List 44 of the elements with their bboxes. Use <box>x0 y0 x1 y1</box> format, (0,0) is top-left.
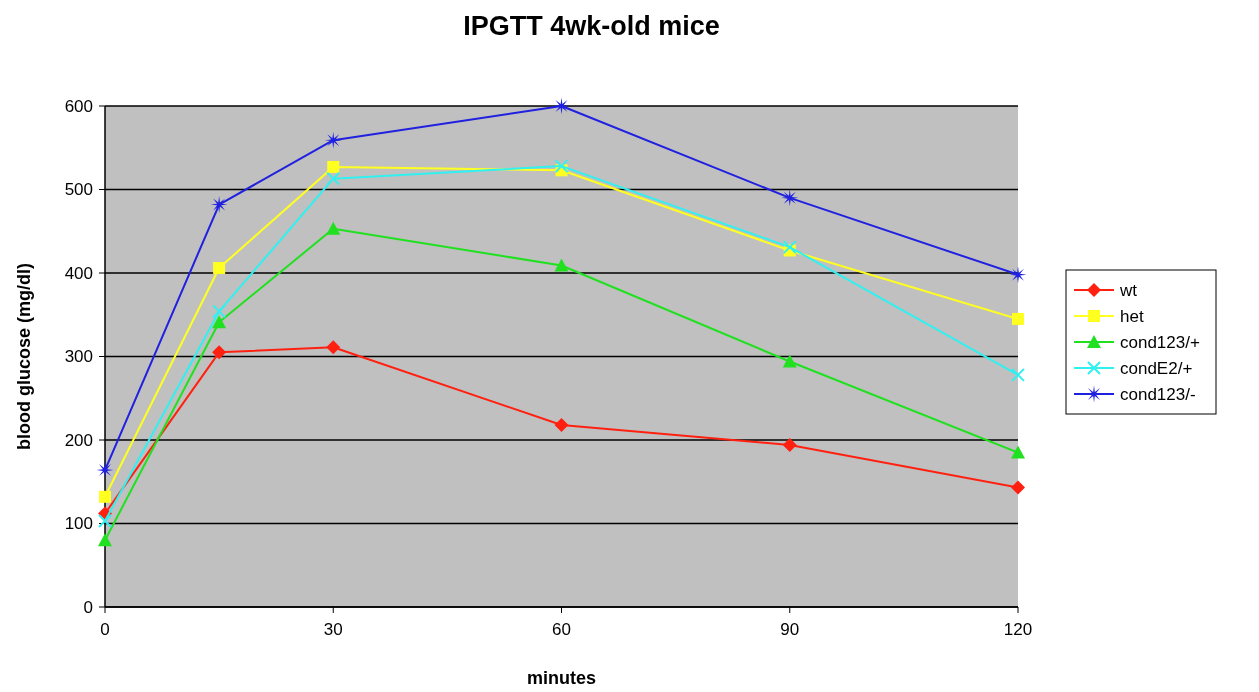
legend-label: cond123/+ <box>1120 332 1200 352</box>
y-tick-label: 400 <box>64 263 93 283</box>
point <box>212 345 227 360</box>
point <box>99 490 111 503</box>
chart-title: IPGTT 4wk-old mice <box>463 11 720 41</box>
x-tick-label: 60 <box>552 620 571 639</box>
y-tick-label: 100 <box>64 514 93 534</box>
point <box>213 261 226 274</box>
x-axis-title: minutes <box>526 668 597 688</box>
point <box>96 461 114 479</box>
x-tick-label: 120 <box>1003 620 1033 639</box>
point <box>326 171 341 186</box>
point <box>782 438 797 453</box>
point <box>212 304 227 319</box>
x-tick-label: 90 <box>780 620 800 639</box>
point <box>1011 445 1025 459</box>
point <box>1011 367 1025 382</box>
y-tick-label: 500 <box>64 180 93 200</box>
point <box>98 514 112 528</box>
y-tick-label: 600 <box>64 96 93 116</box>
point <box>782 354 797 368</box>
point <box>326 340 341 355</box>
y-axis-title: blood glucose (mg/dl) <box>14 263 34 450</box>
x-tick-label: 0 <box>100 620 110 639</box>
legend-label: condE2/+ <box>1120 358 1193 378</box>
y-tick-label: 200 <box>64 430 93 450</box>
point <box>554 258 569 272</box>
legend-label: het <box>1120 306 1144 326</box>
x-tick-label: 30 <box>323 620 343 639</box>
point <box>782 240 797 255</box>
point <box>324 131 342 149</box>
y-tick-label: 300 <box>64 347 93 367</box>
point <box>327 160 340 173</box>
legend-label: wt <box>1119 280 1138 300</box>
point <box>554 417 569 432</box>
point <box>98 533 112 547</box>
point <box>1011 480 1025 495</box>
y-tick-label: 0 <box>83 597 93 617</box>
legend-label: cond123/- <box>1120 384 1196 404</box>
point <box>781 189 799 207</box>
point <box>212 315 227 329</box>
point <box>554 159 569 174</box>
point <box>1012 312 1024 325</box>
point <box>326 221 341 235</box>
